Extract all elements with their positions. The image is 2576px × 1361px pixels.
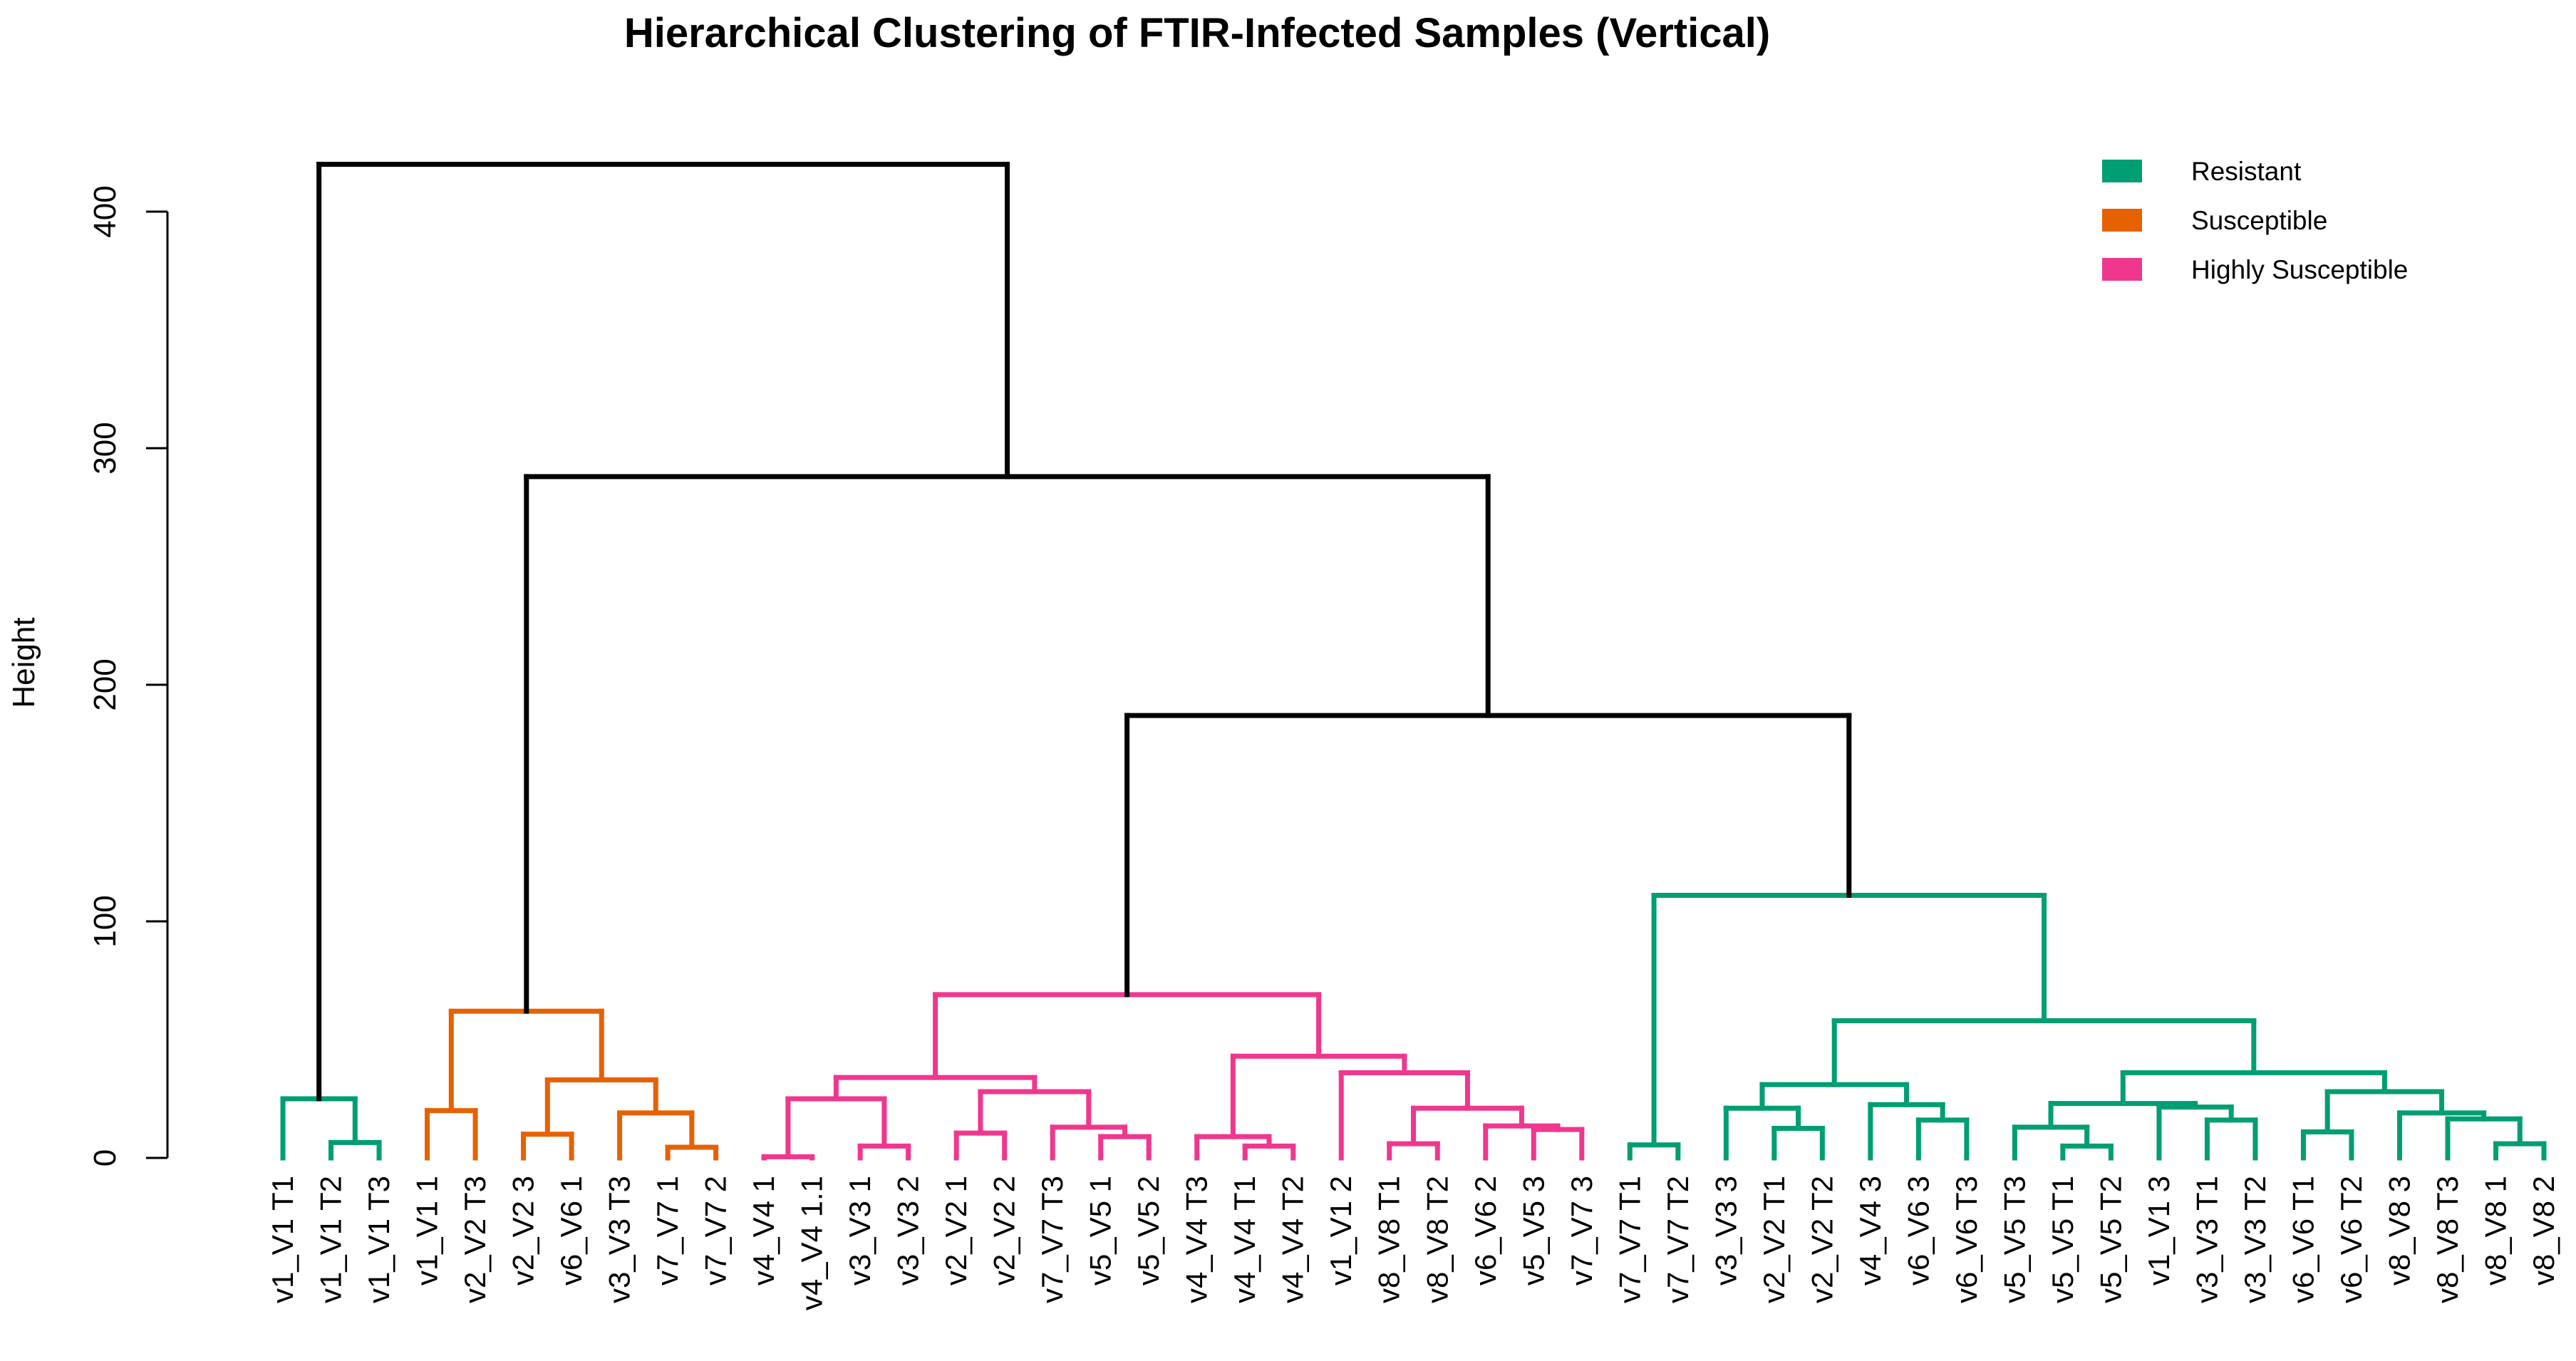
leaf-label: v1_V1 3 — [2142, 1176, 2176, 1285]
leaf-label: v6_V6 1 — [554, 1176, 588, 1285]
merge-link — [953, 1130, 1008, 1161]
leaf-label: v5_V5 T3 — [1997, 1176, 2031, 1303]
leaf-label: v5_V5 3 — [1516, 1176, 1550, 1285]
merge-link — [425, 1108, 478, 1161]
merge-link — [1230, 1053, 1407, 1139]
leaf-label: v5_V5 1 — [1084, 1176, 1117, 1285]
merge-link — [2445, 1116, 2523, 1161]
legend-label: Resistant — [2191, 157, 2302, 186]
merge-link — [1050, 1124, 1127, 1161]
merge-link — [833, 1075, 1038, 1102]
merge-link — [617, 1110, 695, 1161]
leaf-label: v7_V7 T2 — [1661, 1176, 1695, 1303]
leaf-label: v5_V5 T1 — [2046, 1176, 2079, 1303]
leaf-label: v2_V2 2 — [988, 1176, 1021, 1285]
merge-link — [448, 1008, 604, 1114]
merge-link — [524, 474, 1491, 1014]
leaf-label: v8_V8 T1 — [1372, 1176, 1406, 1303]
leaf-label: v2_V2 T1 — [1757, 1176, 1791, 1303]
leaf-label: v3_V3 T3 — [603, 1176, 636, 1303]
leaf-label: v6_V6 T3 — [1950, 1176, 1983, 1303]
legend-swatch — [2102, 258, 2142, 281]
merge-link — [1868, 1102, 1945, 1161]
merge-link — [544, 1077, 658, 1137]
leaf-label: v2_V2 3 — [507, 1176, 540, 1285]
leaf-label: v8_V8 T3 — [2431, 1176, 2464, 1303]
leaf-label: v4_V4 3 — [1853, 1176, 1887, 1285]
merge-link — [1098, 1134, 1152, 1161]
leaf-label: v4_V4 T1 — [1228, 1176, 1261, 1303]
leaf-label: v8_V8 2 — [2527, 1176, 2560, 1285]
leaf-label: v5_V5 2 — [1132, 1176, 1165, 1285]
merge-link — [2156, 1104, 2234, 1161]
legend-label: Highly Susceptible — [2191, 255, 2408, 284]
leaf-label: v4_V4 1 — [747, 1176, 780, 1285]
leaf-label: v3_V3 T1 — [2190, 1176, 2223, 1303]
leaf-label: v1_V1 T1 — [266, 1176, 299, 1303]
leaf-label: v8_V8 T2 — [1420, 1176, 1454, 1303]
leaf-label: v8_V8 1 — [2478, 1176, 2512, 1285]
merge-link — [2204, 1117, 2258, 1161]
chart-title: Hierarchical Clustering of FTIR-Infected… — [624, 10, 1770, 56]
legend-swatch — [2102, 160, 2142, 182]
leaf-label: v2_V2 T3 — [458, 1176, 492, 1303]
merge-link — [1531, 1127, 1585, 1161]
leaf-label: v7_V7 T3 — [1035, 1176, 1069, 1303]
leaf-label: v8_V8 3 — [2382, 1176, 2416, 1285]
leaf-labels: v1_V1 T1 v1_V1 T2 v1_V1 T3 v1_V1 1 v2_V2 T3 v… — [266, 1176, 2560, 1310]
merge-link — [1771, 1126, 1825, 1161]
leaf-label: v5_V5 T2 — [2094, 1176, 2127, 1303]
leaf-label: v6_V6 2 — [1469, 1176, 1502, 1285]
merge-link — [2012, 1124, 2090, 1161]
leaf-label: v1_V1 2 — [1324, 1176, 1357, 1285]
leaf-label: v2_V2 1 — [939, 1176, 973, 1285]
dendrogram-tree — [280, 162, 2547, 1161]
merge-link — [521, 1132, 574, 1161]
leaf-label: v7_V7 1 — [651, 1176, 684, 1285]
leaf-label: v7_V7 3 — [1565, 1176, 1598, 1285]
y-axis: 0 100 200 300 400 — [88, 185, 169, 1166]
y-tick-label: 100 — [88, 895, 123, 947]
leaf-label: v2_V2 T2 — [1805, 1176, 1838, 1303]
merge-link — [1124, 713, 1852, 998]
merge-link — [933, 992, 1322, 1080]
leaf-label: v6_V6 3 — [1901, 1176, 1935, 1285]
legend: Resistant Susceptible Highly Susceptible — [2102, 157, 2408, 284]
leaf-label: v4_V4 1.1 — [795, 1176, 829, 1310]
leaf-label: v7_V7 2 — [699, 1176, 733, 1285]
merge-link — [1915, 1117, 1970, 1161]
leaf-label: v6_V6 T1 — [2286, 1176, 2319, 1303]
leaf-label: v3_V3 T2 — [2238, 1176, 2272, 1303]
leaf-label: v3_V3 3 — [1709, 1176, 1742, 1285]
y-tick-label: 400 — [88, 185, 123, 237]
y-axis-label: Height — [6, 617, 41, 708]
merge-link — [1723, 1105, 1801, 1161]
leaf-label: v6_V6 T2 — [2334, 1176, 2368, 1303]
leaf-label: v3_V3 2 — [891, 1176, 925, 1285]
leaf-label: v1_V1 1 — [410, 1176, 444, 1285]
leaf-label: v3_V3 1 — [843, 1176, 876, 1285]
y-tick-label: 200 — [88, 658, 123, 710]
merge-link — [2120, 1070, 2387, 1107]
leaf-label: v1_V1 T2 — [314, 1176, 348, 1303]
leaf-label: v1_V1 T3 — [362, 1176, 395, 1303]
merge-link — [316, 162, 1010, 1102]
merge-link — [280, 1096, 358, 1161]
y-tick-label: 0 — [88, 1149, 123, 1166]
leaf-label: v7_V7 T1 — [1613, 1176, 1646, 1303]
legend-swatch — [2102, 209, 2142, 232]
merge-link — [2300, 1129, 2354, 1161]
legend-label: Susceptible — [2191, 206, 2327, 235]
y-tick-label: 300 — [88, 422, 123, 474]
leaf-label: v4_V4 T3 — [1180, 1176, 1214, 1303]
leaf-label: v4_V4 T2 — [1276, 1176, 1310, 1303]
